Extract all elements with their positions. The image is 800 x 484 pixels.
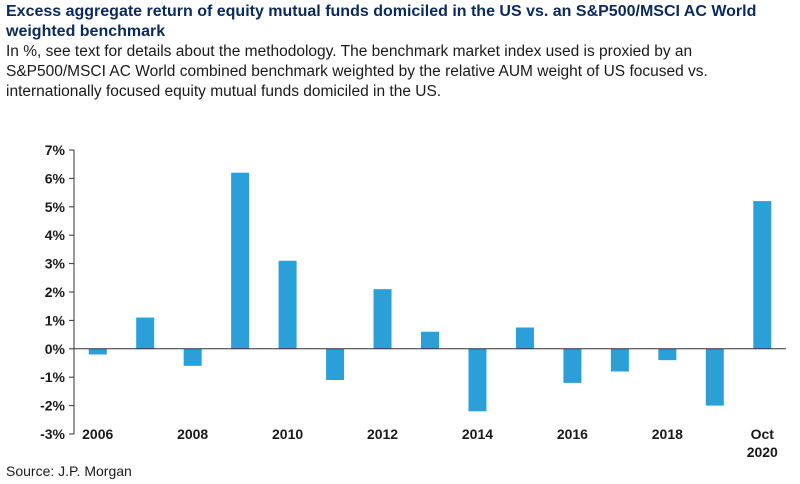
y-tick-label: 0% — [45, 341, 66, 357]
bar-2011 — [326, 348, 345, 381]
bar-2016 — [563, 348, 582, 383]
bar-2017 — [610, 348, 629, 372]
bar-2010 — [278, 260, 297, 349]
x-tick-label: 2008 — [177, 426, 208, 442]
y-axis: 7% 6% 5% 4% 3% 2% 1% 0% -1% -2% -3% — [40, 142, 75, 442]
y-tick-label: 7% — [45, 142, 66, 158]
bar-2009 — [231, 172, 250, 349]
x-tick-label: 2006 — [82, 426, 113, 442]
y-tick-label: 6% — [45, 170, 66, 186]
bar-2008 — [183, 348, 202, 366]
y-tick-label: 4% — [45, 227, 66, 243]
bar-2006 — [88, 348, 107, 355]
x-tick-label: Oct — [751, 426, 775, 442]
bar-2007 — [136, 317, 155, 349]
x-tick-label: 2014 — [462, 426, 493, 442]
y-tick-label: 5% — [45, 199, 66, 215]
bars — [88, 172, 772, 412]
y-tick-label: 2% — [45, 284, 66, 300]
y-tick-label: -1% — [40, 369, 65, 385]
x-tick-label: 2020 — [747, 444, 778, 460]
bar-oct-2020 — [753, 201, 772, 349]
bar-2012 — [373, 289, 392, 349]
bar-2018 — [658, 348, 677, 361]
bar-2014 — [468, 348, 487, 412]
x-tick-label: 2010 — [272, 426, 303, 442]
bar-2019 — [705, 348, 724, 406]
y-tick-label: 3% — [45, 256, 66, 272]
x-tick-label: 2018 — [652, 426, 683, 442]
source-note: Source: J.P. Morgan — [6, 463, 132, 479]
chart-subtitle: In %, see text for details about the met… — [6, 43, 708, 100]
bar-2013 — [421, 331, 439, 349]
y-tick-label: 1% — [45, 312, 66, 328]
x-tick-label: 2016 — [557, 426, 588, 442]
y-tick-label: -3% — [40, 426, 65, 442]
y-tick-label: -2% — [40, 398, 65, 414]
x-axis: 2006 2008 2010 2012 2014 2016 2018 Oct 2020 — [74, 348, 786, 460]
bar-2015 — [515, 327, 534, 349]
x-tick-label: 2012 — [367, 426, 398, 442]
chart-title: Excess aggregate return of equity mutual… — [6, 3, 757, 40]
